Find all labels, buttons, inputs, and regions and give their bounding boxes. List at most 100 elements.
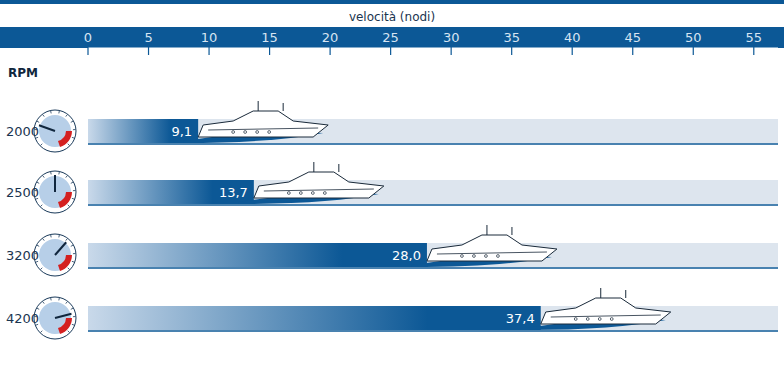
porthole (610, 318, 613, 321)
porthole (311, 192, 314, 195)
tick (208, 45, 209, 55)
gauge-tick (37, 121, 39, 122)
gauge-tick (66, 176, 67, 178)
bar (88, 243, 427, 267)
porthole (232, 131, 235, 134)
porthole (268, 131, 271, 134)
tick (632, 45, 633, 55)
bar (88, 180, 254, 204)
gauge-needle (39, 125, 55, 131)
gauge-tick (71, 245, 73, 246)
hull-line (264, 189, 374, 191)
axis-band (0, 27, 784, 48)
gauge-needle (55, 314, 71, 318)
tick (148, 45, 149, 55)
gauge-tick (68, 268, 70, 270)
gauge-tick (73, 316, 75, 317)
tick-label: 10 (201, 30, 218, 45)
data-label: 28,0 (392, 248, 421, 263)
tick-label: 40 (564, 30, 581, 45)
tick-label: 35 (503, 30, 520, 45)
tick-label: 0 (84, 30, 92, 45)
gauge-ring (34, 110, 76, 152)
chart: velocità (nodi)0510152025303540455055RPM… (0, 0, 784, 383)
tick (753, 45, 754, 55)
gauge-tick (71, 121, 73, 122)
gauge-needle (54, 175, 56, 192)
category-label: 4200 (6, 311, 39, 326)
hull (541, 298, 671, 324)
y-axis-title: RPM (8, 66, 38, 80)
mast (601, 288, 626, 298)
gauge-tick (50, 235, 52, 237)
tick-label: 20 (322, 30, 339, 45)
boat (412, 225, 557, 267)
gauge-tick (58, 298, 60, 300)
gauge-tick (68, 205, 70, 207)
gauge-face (39, 176, 71, 208)
gauge-tick (41, 268, 43, 270)
porthole (497, 255, 500, 258)
hull-line (208, 128, 318, 130)
gauge-tick (41, 331, 43, 333)
hull-line (551, 315, 661, 317)
gauge-tick (66, 302, 67, 304)
bar (88, 119, 198, 143)
gauge-tick (50, 111, 52, 113)
gauge-face (39, 115, 71, 147)
hull-line (437, 252, 547, 254)
porthole (323, 192, 326, 195)
gauge-tick (68, 331, 70, 333)
mast (258, 101, 283, 111)
axis-line (88, 48, 778, 49)
mast (314, 162, 339, 172)
gauge-tick (37, 308, 39, 309)
gauge-tick (66, 115, 67, 117)
labels: 9,1200013,7250028,0320037,44200 (6, 110, 535, 339)
tick-label: 5 (144, 30, 152, 45)
porthole (598, 318, 601, 321)
tick (511, 45, 512, 55)
category-label: 3200 (6, 248, 39, 263)
gauge-red (58, 131, 72, 147)
porthole (473, 255, 476, 258)
tick (572, 45, 573, 55)
row-rule (88, 330, 778, 332)
category-label: 2500 (6, 185, 39, 200)
porthole (586, 318, 589, 321)
porthole (574, 318, 577, 321)
gauge-tick (58, 172, 60, 174)
boats (183, 101, 671, 330)
gauge-face (39, 302, 71, 334)
track (88, 306, 778, 330)
gauge-face (39, 239, 71, 271)
tick (269, 45, 270, 55)
boat (239, 162, 384, 204)
hull (427, 235, 557, 261)
bar (88, 306, 541, 330)
gauge-tick (72, 261, 74, 263)
gauge-tick (43, 302, 44, 304)
boat (526, 288, 671, 330)
gauge-tick (41, 205, 43, 207)
gauge-tick (72, 198, 74, 200)
porthole (244, 131, 247, 134)
row-rule (88, 204, 778, 206)
gauge-tick (73, 190, 75, 191)
gauge-tick (43, 115, 44, 117)
tick (330, 45, 331, 55)
mast (487, 225, 512, 235)
gauge-tick (58, 235, 60, 237)
hull (198, 111, 328, 137)
porthole (485, 255, 488, 258)
data-label: 9,1 (171, 124, 192, 139)
gauge-red (58, 192, 72, 208)
gauge-tick (66, 239, 67, 241)
category-label: 2000 (6, 124, 39, 139)
axis-title: velocità (nodi) (349, 10, 435, 24)
gauge-tick (37, 182, 39, 183)
gauge-tick (50, 172, 52, 174)
tick (693, 45, 694, 55)
gauge-needle (55, 242, 66, 255)
gauge-tick (50, 298, 52, 300)
